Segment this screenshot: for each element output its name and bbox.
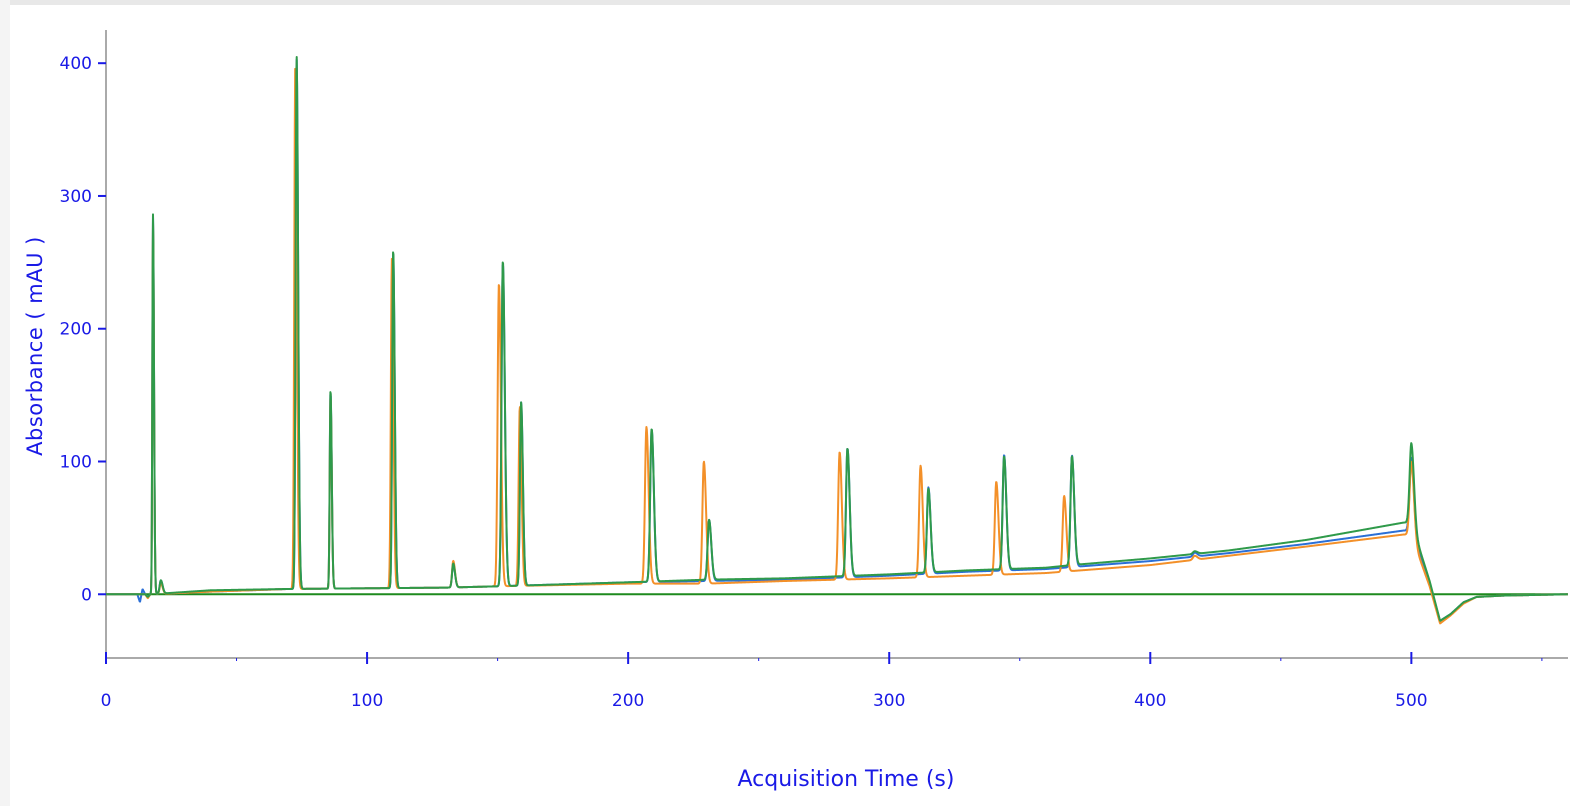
- y-tick-label: 200: [60, 320, 92, 340]
- trace-series-3: [105, 56, 1569, 622]
- x-tick-label: 500: [1395, 691, 1427, 711]
- x-tick-label: 200: [612, 691, 644, 711]
- window-left-border: [0, 0, 10, 806]
- x-tick-label: 0: [101, 691, 112, 711]
- x-tick-label: 100: [351, 691, 383, 711]
- x-axis-title: Acquisition Time (s): [738, 767, 955, 792]
- x-tick-label: 400: [1134, 691, 1166, 711]
- x-axis: 0 100 200 300 400 500: [101, 652, 1543, 711]
- x-tick-label: 300: [873, 691, 905, 711]
- window-top-border: [0, 0, 1570, 5]
- trace-series-2: [105, 67, 1569, 625]
- y-tick-label: 300: [60, 187, 92, 207]
- trace-group: [105, 56, 1569, 625]
- y-axis-title: Absorbance ( mAU ): [23, 236, 47, 456]
- y-tick-label: 0: [81, 585, 92, 605]
- y-tick-label: 100: [60, 453, 92, 473]
- axis-frame: [105, 30, 1568, 659]
- y-axis: 0 100 200 300 400: [60, 54, 106, 605]
- y-tick-label: 400: [60, 54, 92, 74]
